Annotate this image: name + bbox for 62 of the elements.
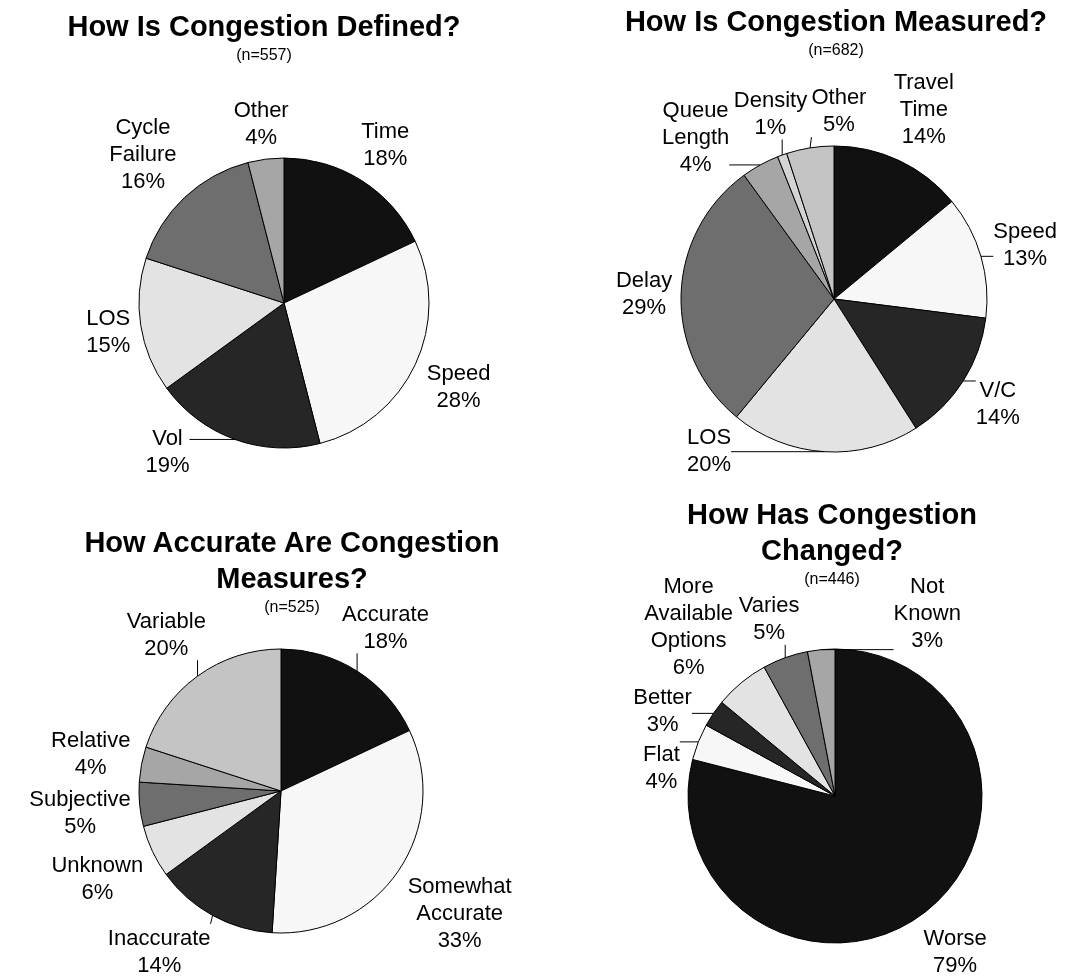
data-label: 33% <box>437 927 482 953</box>
data-label: 6% <box>81 878 114 904</box>
data-label: 1% <box>754 113 787 139</box>
slice-label: Variable <box>126 607 206 633</box>
chart-title: How Has Congestion Changed? <box>686 498 977 566</box>
data-label: 19% <box>145 451 190 477</box>
data-label: 6% <box>672 653 705 679</box>
chart-subtitle: (n=557) <box>236 46 292 63</box>
chart-subtitle: (n=446) <box>804 570 860 587</box>
slice-label: Vol <box>152 424 183 450</box>
slice-label: More Available Options <box>644 572 734 652</box>
slice-label: V/C <box>979 377 1017 403</box>
chart-title: How Accurate Are Congestion Measures? <box>84 526 500 594</box>
data-label: 4% <box>679 150 712 176</box>
data-label: 5% <box>753 619 785 645</box>
chart-subtitle: (n=525) <box>264 598 320 615</box>
slice-label: Inaccurate <box>107 925 211 951</box>
data-label: 28% <box>436 386 481 412</box>
slice-label: Travel Time <box>893 69 954 121</box>
data-label: 14% <box>975 404 1020 430</box>
data-label: 18% <box>363 627 408 653</box>
slice-label: Flat <box>643 741 680 767</box>
slice-label: LOS <box>687 424 732 450</box>
data-label: 20% <box>144 634 189 660</box>
data-label: 4% <box>645 768 678 794</box>
data-label: 4% <box>74 754 107 780</box>
data-label: 20% <box>687 451 732 477</box>
slice-label: Time <box>361 117 410 143</box>
slice-label: Unknown <box>51 851 144 877</box>
slice-label: Varies <box>738 592 800 618</box>
slice-label: Speed <box>426 359 491 385</box>
chart-title: How Is Congestion Defined? <box>67 10 461 42</box>
data-label: 3% <box>646 710 679 736</box>
data-label: 13% <box>1003 244 1048 270</box>
slice-label: Delay <box>615 267 673 293</box>
data-label: 3% <box>911 626 944 652</box>
data-label: 4% <box>245 123 278 149</box>
data-label: 14% <box>137 952 182 978</box>
data-label: 18% <box>363 144 408 170</box>
data-label: 16% <box>120 167 166 193</box>
slice-label: Somewhat Accurate <box>407 873 512 926</box>
slice-label: Other <box>811 84 867 110</box>
data-label: 29% <box>622 294 667 320</box>
slice-label: LOS <box>86 305 131 331</box>
slice-label: Accurate <box>342 600 429 626</box>
slice-label: Worse <box>923 925 987 951</box>
slice-label: Other <box>233 96 289 122</box>
slice-label: Relative <box>51 727 131 753</box>
data-label: 5% <box>64 813 96 839</box>
data-label: 14% <box>901 123 946 148</box>
chart-title: How Is Congestion Measured? <box>624 5 1048 37</box>
slice-label: Density <box>733 86 808 112</box>
slice-label: Better <box>633 683 692 709</box>
slice-label: Cycle Failure <box>109 113 177 166</box>
chart-subtitle: (n=682) <box>808 41 864 58</box>
slice-label: Queue Length <box>661 96 730 149</box>
data-label: 79% <box>933 952 978 978</box>
slice-label: Not Known <box>893 572 961 625</box>
data-label: 5% <box>823 111 855 137</box>
data-label: 15% <box>86 332 131 358</box>
slice-label: Speed <box>993 217 1057 243</box>
slice-label: Subjective <box>29 786 131 812</box>
